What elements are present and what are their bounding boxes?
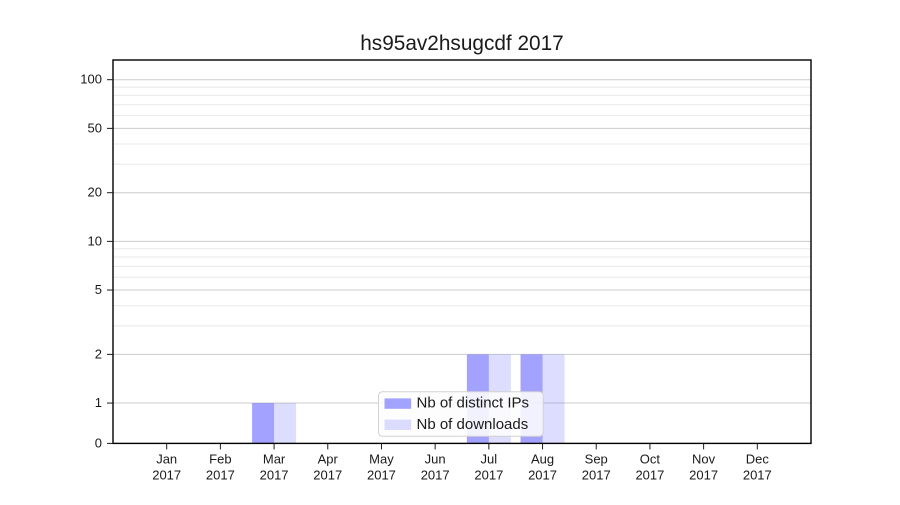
svg-text:hs95av2hsugcdf 2017: hs95av2hsugcdf 2017 bbox=[360, 32, 564, 55]
svg-text:Apr: Apr bbox=[318, 451, 339, 466]
svg-text:5: 5 bbox=[95, 282, 102, 297]
svg-text:2017: 2017 bbox=[582, 467, 611, 482]
svg-text:Mar: Mar bbox=[263, 451, 286, 466]
svg-text:2017: 2017 bbox=[743, 467, 772, 482]
svg-text:1: 1 bbox=[95, 395, 102, 410]
svg-text:2017: 2017 bbox=[152, 467, 181, 482]
svg-text:Dec: Dec bbox=[746, 451, 770, 466]
svg-text:Oct: Oct bbox=[640, 451, 661, 466]
svg-text:2017: 2017 bbox=[421, 467, 450, 482]
svg-text:2017: 2017 bbox=[313, 467, 342, 482]
svg-text:Nov: Nov bbox=[692, 451, 716, 466]
svg-text:2017: 2017 bbox=[474, 467, 503, 482]
svg-text:Jul: Jul bbox=[481, 451, 498, 466]
svg-text:May: May bbox=[369, 451, 394, 466]
svg-text:2017: 2017 bbox=[528, 467, 557, 482]
svg-text:100: 100 bbox=[80, 72, 102, 87]
svg-text:10: 10 bbox=[88, 233, 102, 248]
svg-text:2: 2 bbox=[95, 346, 102, 361]
svg-text:2017: 2017 bbox=[367, 467, 396, 482]
svg-text:Jun: Jun bbox=[425, 451, 446, 466]
svg-text:Jan: Jan bbox=[156, 451, 177, 466]
svg-text:Sep: Sep bbox=[585, 451, 608, 466]
svg-text:Feb: Feb bbox=[209, 451, 231, 466]
svg-text:0: 0 bbox=[95, 435, 102, 450]
svg-text:2017: 2017 bbox=[206, 467, 235, 482]
svg-text:2017: 2017 bbox=[635, 467, 664, 482]
svg-text:Nb of downloads: Nb of downloads bbox=[417, 416, 529, 433]
svg-text:Nb of distinct IPs: Nb of distinct IPs bbox=[417, 395, 530, 412]
svg-text:2017: 2017 bbox=[689, 467, 718, 482]
svg-text:Aug: Aug bbox=[531, 451, 554, 466]
svg-text:50: 50 bbox=[88, 120, 102, 135]
svg-text:2017: 2017 bbox=[260, 467, 289, 482]
svg-text:20: 20 bbox=[88, 185, 102, 200]
